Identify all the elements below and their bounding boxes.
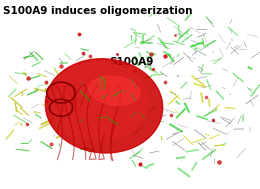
Ellipse shape [89, 76, 140, 105]
Ellipse shape [49, 62, 148, 142]
Text: S100A9 induces oligomerization: S100A9 induces oligomerization [3, 6, 192, 16]
Ellipse shape [45, 59, 163, 153]
Text: S100A9: S100A9 [109, 57, 154, 67]
